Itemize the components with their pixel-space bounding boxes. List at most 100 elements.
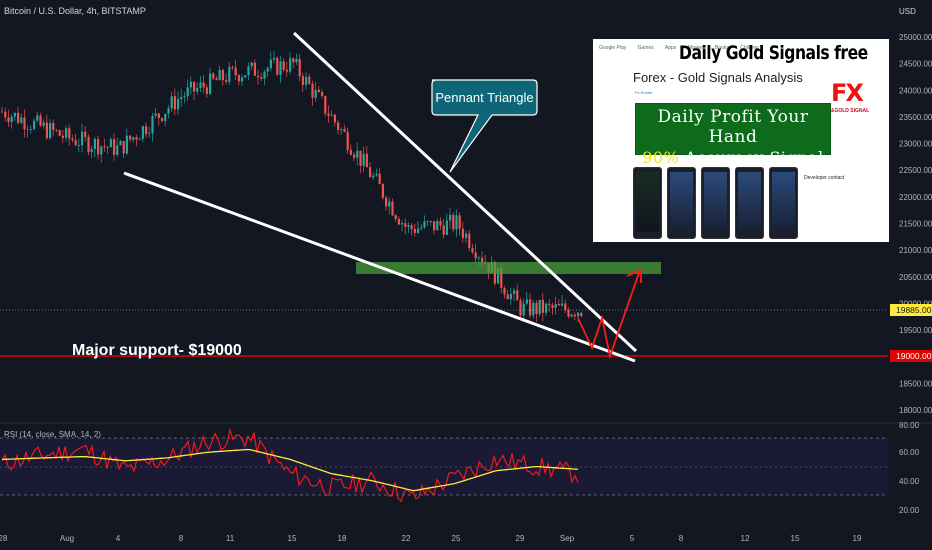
candle-body [298, 59, 301, 77]
candle-body [33, 120, 36, 130]
candle-body [170, 96, 173, 109]
price-tick-label: 18000.00 [899, 406, 932, 415]
candle-body [359, 150, 362, 166]
nav-movies[interactable]: Movies [687, 45, 704, 51]
candle-body [557, 304, 560, 306]
candle-body [148, 133, 151, 135]
candle-body [257, 75, 260, 78]
candle-body [100, 146, 103, 155]
price-tick-label: 23500.00 [899, 113, 932, 122]
candle-body [218, 69, 221, 81]
candle-body [282, 61, 285, 70]
candle-body [503, 287, 506, 295]
rsi-sma-line [1, 448, 579, 492]
candle-body [554, 304, 557, 308]
candle-body [378, 173, 381, 185]
candle-body [250, 62, 253, 67]
candle-body [577, 312, 580, 317]
price-axis[interactable]: 25000.00 24500.00 24000.00 23500.00 23000.00… [899, 33, 932, 415]
candle-body [65, 128, 68, 138]
candle-body [113, 139, 116, 155]
fx-gold-logo: FX &GOLD SIGNAL [830, 79, 870, 114]
candle-body [375, 173, 378, 176]
rsi-series [1, 427, 579, 503]
resistance-zone[interactable] [356, 262, 661, 274]
candle-body [317, 89, 320, 93]
time-tick-label: 12 [741, 534, 750, 543]
candle-body [55, 129, 58, 131]
advert-image[interactable]: Google Play Games Apps Movies Books Chil… [593, 39, 889, 242]
candle-body [276, 57, 279, 75]
candle-body [87, 136, 90, 153]
candle-body [423, 221, 426, 228]
candle-body [439, 221, 442, 226]
time-tick-label: 11 [226, 534, 235, 543]
price-tick-label: 22500.00 [899, 166, 932, 175]
pennant-lower-line[interactable] [123, 171, 636, 363]
candle-body [231, 66, 234, 68]
candle-body [340, 129, 343, 130]
candle-body [109, 139, 112, 148]
candle-body [311, 83, 314, 98]
candle-body [244, 75, 247, 78]
price-tick-label: 21000.00 [899, 246, 932, 255]
candle-body [74, 140, 77, 146]
candle-body [269, 59, 272, 69]
candle-body [45, 122, 48, 138]
candle-body [452, 214, 455, 230]
candle-body [173, 96, 176, 110]
candle-body [129, 135, 132, 140]
candle-body [413, 229, 416, 233]
candle-body [106, 146, 109, 148]
time-tick-label: 4 [116, 534, 121, 543]
time-tick-label: 5 [630, 534, 635, 543]
time-tick-label: Aug [60, 534, 74, 543]
time-tick-label: 22 [402, 534, 411, 543]
candle-body [532, 302, 535, 316]
candle-body [391, 201, 394, 216]
candle-body [266, 68, 269, 72]
rsi-tick-label: 80.00 [899, 421, 920, 430]
time-tick-label: 15 [288, 534, 297, 543]
candle-body [570, 314, 573, 317]
candle-body [186, 87, 189, 97]
candle-body [234, 67, 237, 76]
candle-body [221, 69, 224, 81]
time-axis[interactable]: 28 Aug 4 8 11 15 18 22 25 29 Sep 5 8 12 15 19 [0, 534, 862, 543]
candle-body [365, 153, 368, 168]
candle-body [215, 78, 218, 81]
advert-developer[interactable]: Fx Hunter [635, 90, 653, 95]
nav-games[interactable]: Games [637, 45, 654, 51]
candle-body [199, 82, 202, 88]
candle-body [436, 221, 439, 231]
time-tick-label: 25 [452, 534, 461, 543]
candle-body [279, 61, 282, 75]
candle-body [58, 130, 61, 136]
pennant-callout[interactable]: Pennant Triangle [431, 79, 538, 173]
candle-body [346, 131, 349, 150]
candle-body [125, 135, 128, 154]
candle-body [260, 77, 263, 79]
nav-children[interactable]: Children [740, 45, 759, 51]
candle-body [193, 81, 196, 92]
developer-contact-link[interactable]: Developer contact [804, 175, 845, 181]
candle-body [183, 96, 186, 98]
rsi-indicator-label[interactable]: RSI (14, close, SMA, 14, 2) [4, 430, 101, 439]
price-tick-label: 24500.00 [899, 60, 932, 69]
pennant-upper-line[interactable] [292, 31, 638, 353]
nav-apps[interactable]: Apps [664, 45, 677, 51]
candle-body [455, 215, 458, 230]
candle-body [433, 221, 436, 231]
candle-body [465, 233, 468, 238]
candle-body [71, 138, 74, 141]
nav-books[interactable]: Books [714, 45, 729, 51]
candle-body [372, 175, 375, 178]
time-tick-label: 15 [791, 534, 800, 543]
candle-body [580, 312, 583, 317]
candle-body [519, 300, 522, 316]
candle-body [52, 122, 55, 130]
candle-body [93, 139, 96, 149]
candle-body [420, 227, 423, 229]
rsi-axis[interactable]: 80.00 60.00 40.00 20.00 [899, 421, 920, 515]
candle-body [401, 223, 404, 225]
